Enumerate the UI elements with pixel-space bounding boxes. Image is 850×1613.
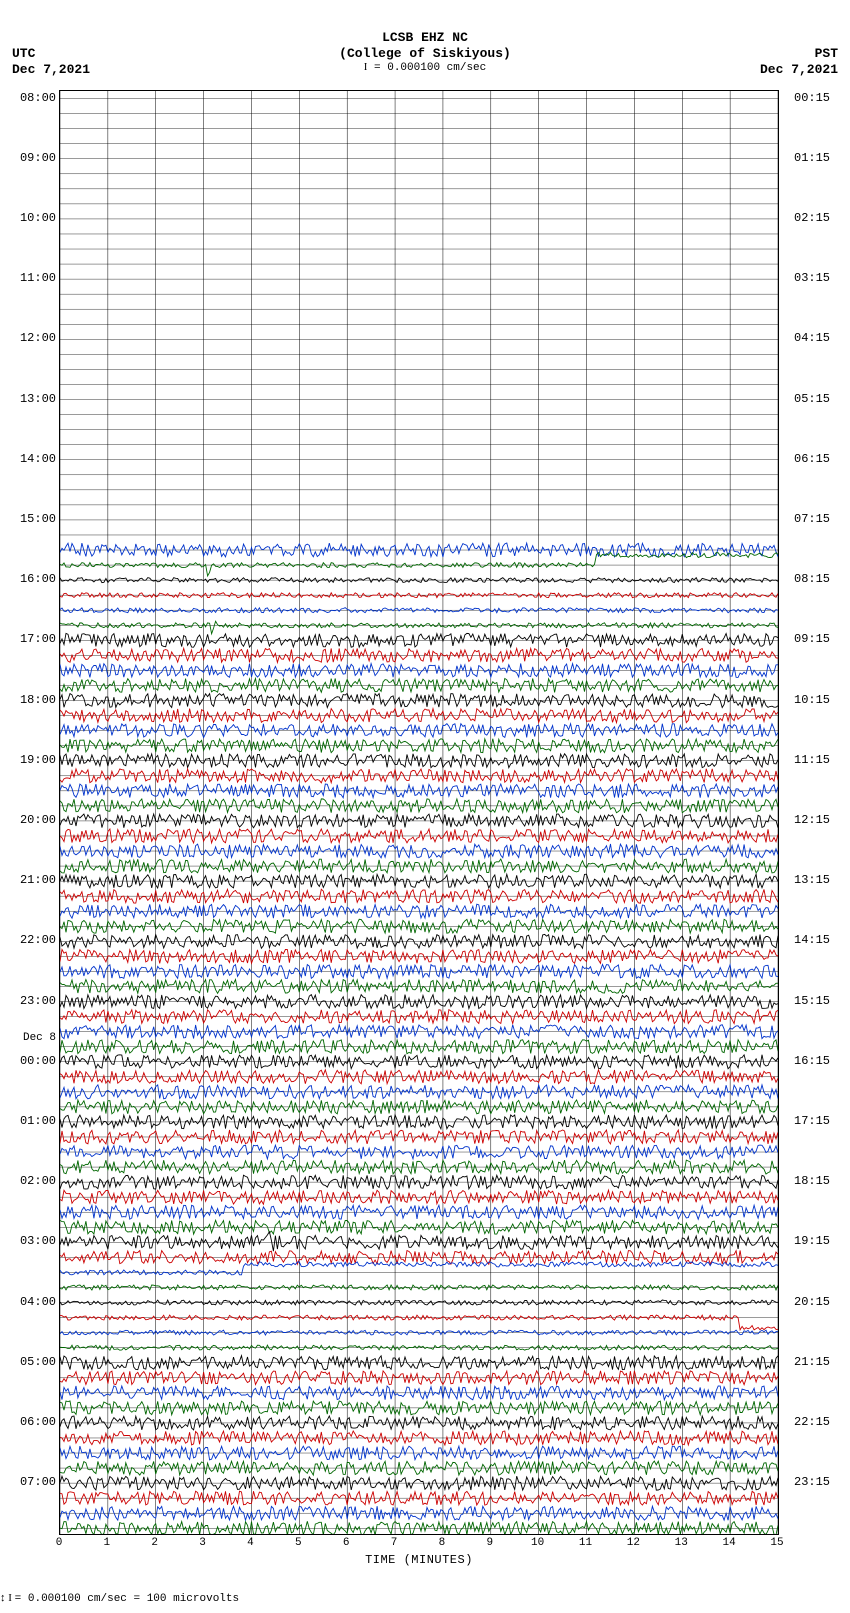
right-time-label: 23:15 xyxy=(794,1476,842,1488)
left-time-label: 22:00 xyxy=(8,934,56,946)
right-time-label: 13:15 xyxy=(794,874,842,886)
right-time-label: 22:15 xyxy=(794,1416,842,1428)
left-time-label: 09:00 xyxy=(8,152,56,164)
x-tick-label: 8 xyxy=(439,1537,446,1549)
title-block: LCSB EHZ NC (College of Siskiyous) I = 0… xyxy=(0,30,850,75)
left-time-label: Dec 8 xyxy=(8,1032,56,1044)
footer-note: ↕ I = 0.000100 cm/sec = 100 microvolts xyxy=(0,1592,239,1605)
right-time-label: 15:15 xyxy=(794,995,842,1007)
x-tick-label: 1 xyxy=(104,1537,111,1549)
right-time-label: 12:15 xyxy=(794,814,842,826)
right-date: Dec 7,2021 xyxy=(760,62,838,78)
right-time-label: 05:15 xyxy=(794,393,842,405)
right-time-label: 10:15 xyxy=(794,694,842,706)
left-time-label: 14:00 xyxy=(8,453,56,465)
left-time-label: 05:00 xyxy=(8,1356,56,1368)
right-time-label: 07:15 xyxy=(794,513,842,525)
right-time-label: 21:15 xyxy=(794,1356,842,1368)
x-axis: TIME (MINUTES) 0123456789101112131415 xyxy=(59,1535,779,1575)
right-time-label: 19:15 xyxy=(794,1235,842,1247)
right-time-label: 18:15 xyxy=(794,1175,842,1187)
right-time-label: 16:15 xyxy=(794,1055,842,1067)
right-time-label: 08:15 xyxy=(794,573,842,585)
right-time-label: 09:15 xyxy=(794,633,842,645)
left-time-label: 08:00 xyxy=(8,92,56,104)
left-time-label: 12:00 xyxy=(8,332,56,344)
left-time-label: 00:00 xyxy=(8,1055,56,1067)
left-time-label: 03:00 xyxy=(8,1235,56,1247)
x-axis-label: TIME (MINUTES) xyxy=(59,1553,779,1567)
right-time-label: 03:15 xyxy=(794,272,842,284)
right-time-label: 00:15 xyxy=(794,92,842,104)
x-tick-label: 11 xyxy=(579,1537,592,1549)
x-tick-label: 9 xyxy=(486,1537,493,1549)
left-time-label: 16:00 xyxy=(8,573,56,585)
left-time-label: 01:00 xyxy=(8,1115,56,1127)
header-left: UTC Dec 7,2021 xyxy=(12,46,90,77)
left-time-label: 15:00 xyxy=(8,513,56,525)
x-tick-label: 0 xyxy=(56,1537,63,1549)
x-tick-label: 5 xyxy=(295,1537,302,1549)
left-time-label: 23:00 xyxy=(8,995,56,1007)
left-time-label: 11:00 xyxy=(8,272,56,284)
x-tick-label: 12 xyxy=(627,1537,640,1549)
title-scale-note: I = 0.000100 cm/sec xyxy=(0,61,850,75)
left-time-label: 21:00 xyxy=(8,874,56,886)
left-time-label: 04:00 xyxy=(8,1296,56,1308)
x-tick-label: 10 xyxy=(531,1537,544,1549)
right-time-label: 04:15 xyxy=(794,332,842,344)
x-tick-label: 2 xyxy=(151,1537,158,1549)
right-time-label: 02:15 xyxy=(794,212,842,224)
x-tick-label: 15 xyxy=(770,1537,783,1549)
left-time-label: 19:00 xyxy=(8,754,56,766)
left-time-label: 10:00 xyxy=(8,212,56,224)
left-time-labels: 08:00 09:00 10:00 11:00 12:00 13:00 14:00 15:00… xyxy=(8,90,56,1535)
left-time-label: 17:00 xyxy=(8,633,56,645)
left-tz: UTC xyxy=(12,46,90,62)
title-line2: (College of Siskiyous) xyxy=(0,46,850,62)
right-time-label: 14:15 xyxy=(794,934,842,946)
right-time-label: 01:15 xyxy=(794,152,842,164)
x-tick-label: 6 xyxy=(343,1537,350,1549)
x-tick-label: 4 xyxy=(247,1537,254,1549)
left-time-label: 18:00 xyxy=(8,694,56,706)
x-tick-label: 7 xyxy=(391,1537,398,1549)
seismogram-svg xyxy=(60,91,778,1534)
seismogram-container: LCSB EHZ NC (College of Siskiyous) I = 0… xyxy=(0,0,850,1613)
left-time-label: 20:00 xyxy=(8,814,56,826)
left-time-label: 13:00 xyxy=(8,393,56,405)
x-tick-label: 13 xyxy=(675,1537,688,1549)
right-time-labels: 00:15 01:15 02:15 03:15 04:15 05:15 06:15 07:15… xyxy=(794,90,842,1535)
left-time-label: 02:00 xyxy=(8,1175,56,1187)
right-time-label: 20:15 xyxy=(794,1296,842,1308)
left-time-label: 06:00 xyxy=(8,1416,56,1428)
left-date: Dec 7,2021 xyxy=(12,62,90,78)
left-time-label: 07:00 xyxy=(8,1476,56,1488)
header-right: PST Dec 7,2021 xyxy=(760,46,838,77)
x-tick-label: 3 xyxy=(199,1537,206,1549)
seismogram-plot xyxy=(59,90,779,1535)
right-tz: PST xyxy=(760,46,838,62)
right-time-label: 06:15 xyxy=(794,453,842,465)
right-time-label: 11:15 xyxy=(794,754,842,766)
title-line1: LCSB EHZ NC xyxy=(0,30,850,46)
x-tick-label: 14 xyxy=(723,1537,736,1549)
right-time-label: 17:15 xyxy=(794,1115,842,1127)
